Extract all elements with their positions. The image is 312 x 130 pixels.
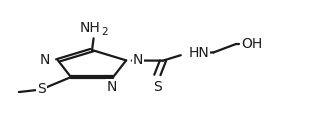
Text: S: S (37, 82, 46, 96)
Text: HN: HN (188, 46, 209, 60)
Text: N: N (106, 80, 117, 94)
Text: S: S (153, 80, 162, 94)
Text: OH: OH (241, 37, 262, 51)
Text: 2: 2 (101, 27, 107, 37)
Text: N: N (133, 53, 144, 67)
Text: N: N (40, 53, 50, 67)
Text: NH: NH (80, 21, 101, 35)
